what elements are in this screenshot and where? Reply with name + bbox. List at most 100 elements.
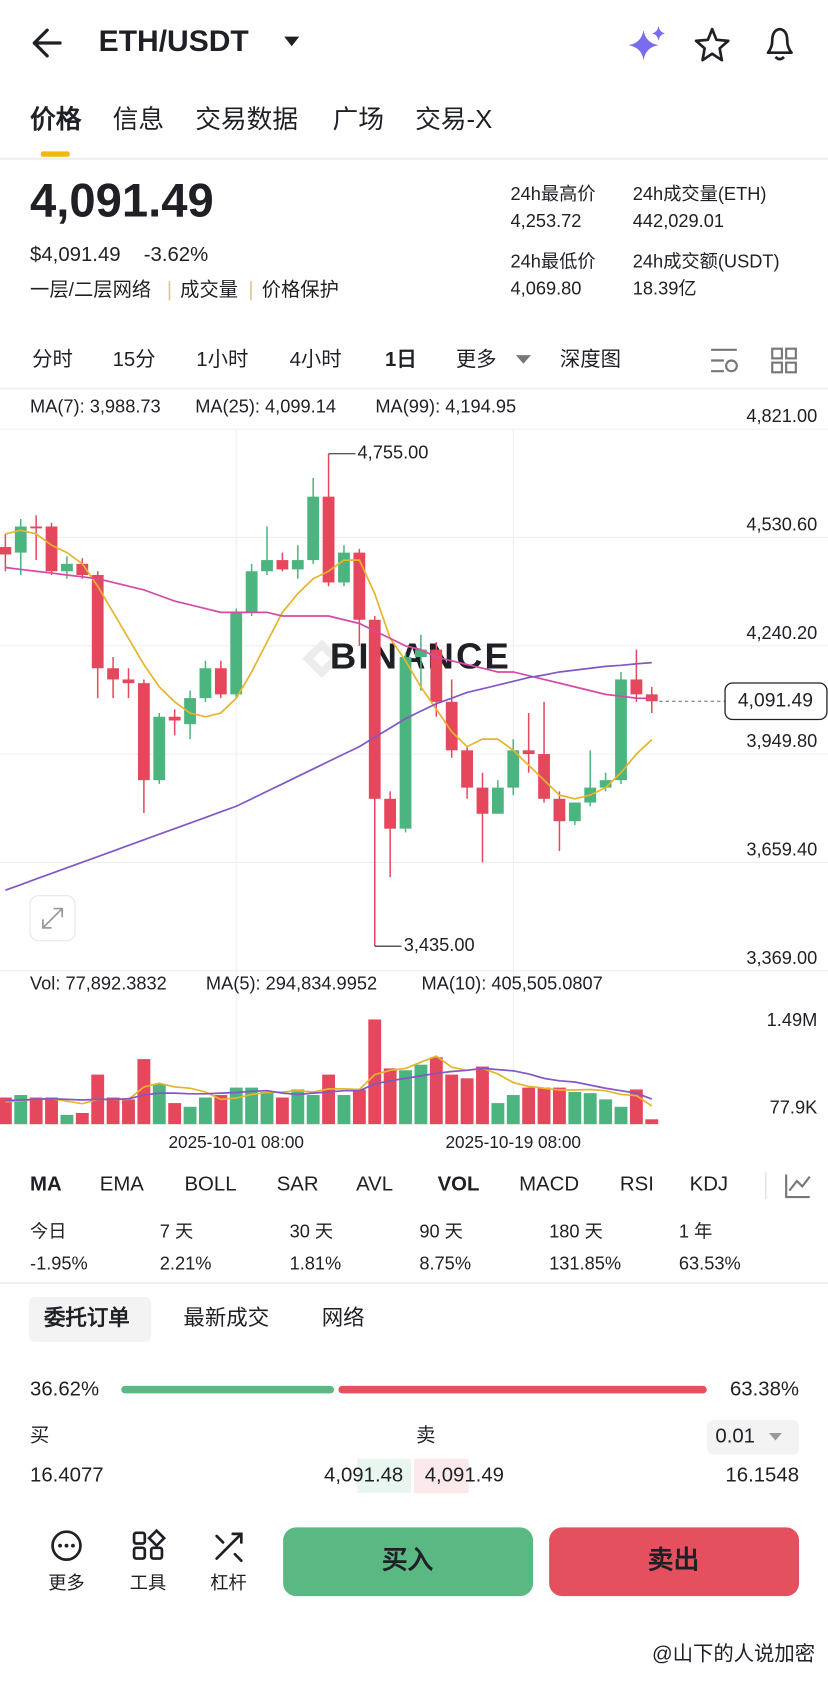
y-tick-label: 4,530.60 bbox=[746, 513, 817, 534]
tab[interactable]: 交易数据 bbox=[195, 105, 298, 134]
bid-header: 买 bbox=[30, 1425, 49, 1446]
indicator-settings[interactable] bbox=[785, 1174, 811, 1199]
buy-button[interactable] bbox=[283, 1527, 534, 1597]
pair-title[interactable]: ETH/USDT bbox=[99, 25, 250, 58]
candle-body bbox=[353, 552, 366, 620]
y-tick-label: 3,949.80 bbox=[746, 730, 817, 751]
period-label: 30 天 bbox=[290, 1220, 334, 1241]
candle-body bbox=[384, 798, 397, 829]
sell-button[interactable] bbox=[549, 1527, 800, 1597]
period-label: 180 天 bbox=[549, 1220, 603, 1241]
volume-bar bbox=[645, 1119, 659, 1125]
volume-bar bbox=[383, 1068, 397, 1125]
indicator-tab[interactable]: MA bbox=[30, 1174, 62, 1196]
tag[interactable]: 成交量 bbox=[180, 279, 238, 301]
pair-caret[interactable] bbox=[284, 36, 300, 47]
annotation-label: 3,435.00 bbox=[404, 934, 475, 955]
interval[interactable]: 1日 bbox=[385, 349, 417, 371]
buy-label[interactable]: 买入 bbox=[382, 1547, 434, 1575]
volume-bar bbox=[506, 1095, 520, 1125]
footer-label[interactable]: 更多 bbox=[48, 1572, 84, 1593]
candle-body bbox=[230, 612, 243, 695]
footer-label[interactable]: 工具 bbox=[130, 1572, 166, 1593]
back-button[interactable] bbox=[32, 28, 62, 58]
order-tab[interactable]: 网络 bbox=[322, 1306, 365, 1330]
tab[interactable]: 广场 bbox=[332, 105, 383, 134]
tools-icon[interactable] bbox=[132, 1528, 166, 1560]
usd-price: $4,091.49 bbox=[30, 244, 121, 266]
candle-body bbox=[553, 798, 566, 822]
order-tab[interactable]: 委托订单 bbox=[44, 1306, 130, 1330]
last-price-tag bbox=[724, 682, 828, 721]
volume-bar bbox=[522, 1087, 536, 1125]
interval[interactable]: 分时 bbox=[32, 348, 73, 371]
tab[interactable]: 价格 bbox=[30, 104, 82, 134]
volume-bar bbox=[445, 1074, 459, 1125]
candle-body bbox=[538, 754, 550, 799]
bid-price: 4,091.48 bbox=[324, 1464, 403, 1486]
interval[interactable]: 1小时 bbox=[196, 348, 248, 371]
precision-select-bg[interactable] bbox=[706, 1420, 800, 1455]
indicator-tab[interactable]: AVL bbox=[356, 1174, 393, 1196]
interval[interactable]: 15分 bbox=[113, 348, 156, 371]
stat-label: 24h最低价 bbox=[511, 251, 596, 272]
candle-body bbox=[214, 668, 227, 695]
interval[interactable]: 深度图 bbox=[560, 348, 621, 371]
volume-bar bbox=[260, 1091, 274, 1125]
tab[interactable]: 信息 bbox=[113, 105, 164, 134]
volume-bar bbox=[199, 1097, 212, 1125]
chart-settings-icon[interactable] bbox=[711, 348, 738, 373]
interval[interactable]: 更多 bbox=[456, 348, 497, 371]
indicator-tab[interactable]: SAR bbox=[277, 1174, 319, 1196]
indicator-tab[interactable]: VOL bbox=[438, 1174, 480, 1196]
indicator-tab[interactable]: EMA bbox=[100, 1174, 145, 1196]
more-icon[interactable] bbox=[51, 1530, 82, 1561]
more-caret[interactable] bbox=[515, 355, 531, 364]
y-tick-label: 1.49M bbox=[767, 1009, 818, 1030]
volume-bar bbox=[568, 1091, 582, 1125]
favorite-button[interactable] bbox=[694, 27, 730, 62]
precision-select[interactable]: 0.01 bbox=[715, 1426, 755, 1448]
sell-label[interactable]: 卖出 bbox=[648, 1546, 699, 1575]
stat-label: 24h最高价 bbox=[511, 183, 596, 204]
volume-bar bbox=[368, 1019, 382, 1125]
order-tab[interactable]: 最新成交 bbox=[183, 1306, 269, 1330]
period-label: 7 天 bbox=[160, 1220, 193, 1241]
tag[interactable]: 一层/二层网络 bbox=[30, 279, 151, 301]
ask-header: 卖 bbox=[416, 1424, 435, 1446]
ai-icon-spark bbox=[652, 25, 665, 41]
candle-body bbox=[322, 496, 335, 583]
ai-icon[interactable] bbox=[628, 30, 659, 61]
indicator-tab[interactable]: MACD bbox=[519, 1174, 579, 1196]
footer-label[interactable]: 杠杆 bbox=[210, 1572, 246, 1593]
legend-entry: Vol: 77,892.3832 bbox=[30, 973, 167, 994]
interval[interactable]: 4小时 bbox=[290, 348, 342, 371]
candle-body bbox=[199, 668, 212, 699]
volume-bar bbox=[599, 1099, 613, 1125]
candle-body bbox=[399, 657, 412, 829]
volume-bar bbox=[306, 1095, 320, 1125]
indicator-tab[interactable]: KDJ bbox=[690, 1174, 728, 1196]
tag[interactable]: 价格保护 bbox=[262, 279, 339, 301]
indicator-tab[interactable]: BOLL bbox=[184, 1174, 236, 1196]
period-change: 2.21% bbox=[160, 1252, 212, 1273]
volume-bar bbox=[291, 1089, 305, 1125]
candle-body bbox=[14, 526, 27, 553]
layout-icon[interactable] bbox=[771, 347, 797, 374]
sell-ratio: 63.38% bbox=[730, 1379, 799, 1401]
alert-button[interactable] bbox=[766, 27, 793, 61]
candle-body bbox=[507, 750, 520, 788]
period-change: 1.81% bbox=[290, 1252, 342, 1273]
leverage-icon[interactable] bbox=[215, 1532, 243, 1563]
indicator-tab[interactable]: RSI bbox=[620, 1174, 654, 1196]
stat-value: 4,253.72 bbox=[511, 210, 582, 231]
candle-body bbox=[245, 571, 258, 613]
order-tab-active-bg bbox=[28, 1296, 152, 1342]
candle-body bbox=[137, 683, 150, 781]
volume-bar bbox=[476, 1066, 489, 1125]
y-tick-label: 77.9K bbox=[770, 1096, 818, 1117]
tab[interactable]: 交易-X bbox=[415, 105, 492, 134]
ma-line bbox=[5, 529, 653, 800]
volume-bar bbox=[583, 1093, 597, 1125]
